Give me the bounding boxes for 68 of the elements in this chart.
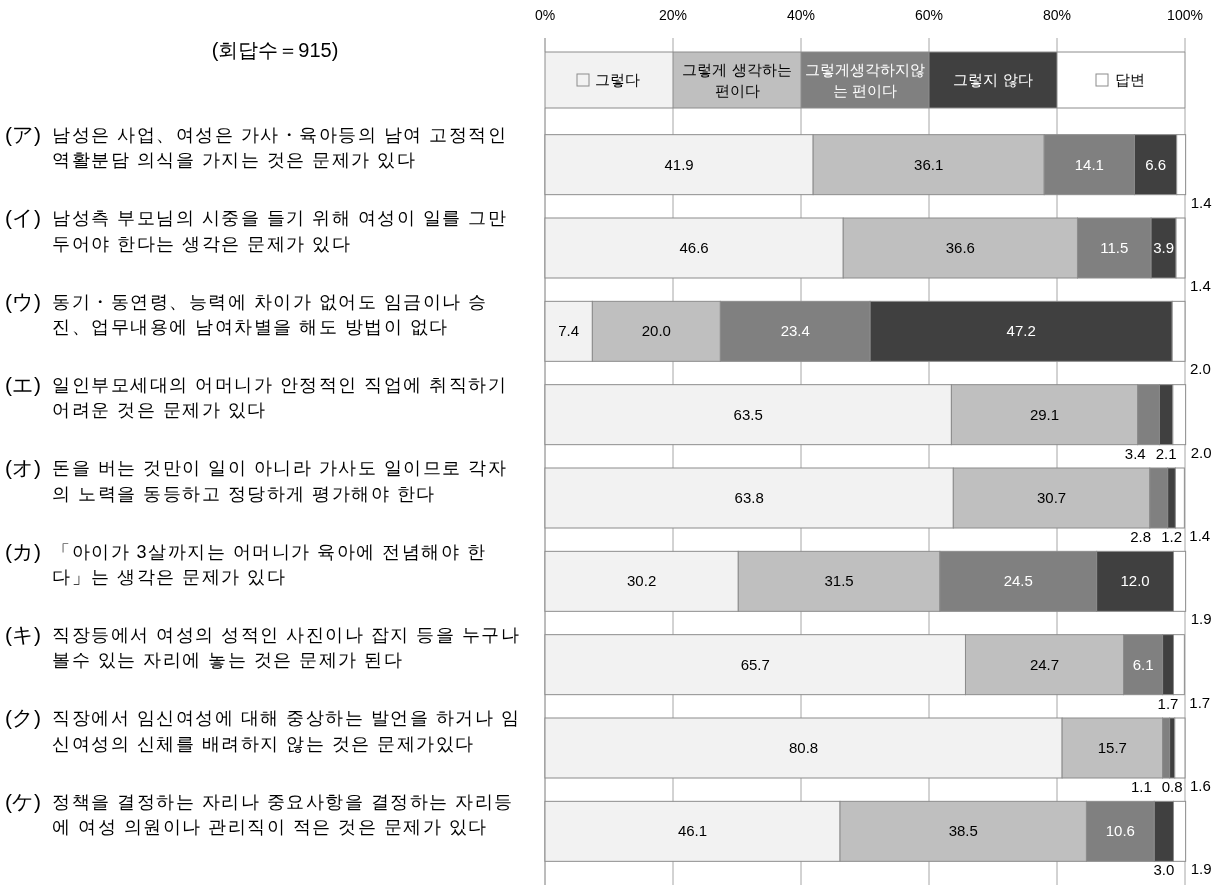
y-tick-label: (キ) 직장등에서 여성의 성적인 사진이나 잡지 등을 누구나 볼수 있는 자리에 놓는 것은 문제가 된다 [5,622,521,671]
data-label: 12.0 [1120,572,1150,590]
legend-item: 그렇게생각하지않는 편이다 [801,52,929,108]
data-label: 30.7 [1036,489,1067,506]
text: (회답수＝915) [211,39,339,61]
x-tick-label: 100% [1167,7,1203,23]
data-label: 2.0 [1190,360,1211,378]
x-tick-label: 80% [1042,7,1072,23]
data-label: 31.5 [824,572,854,590]
y-tick-label: (イ) 남성측 부모님의 시중을 들기 위해 여성이 일를 그만 두어야 한다는 생각은 문제가 있다 [5,206,508,254]
data-label: 3.9 [1153,239,1174,256]
data-label: 80.8 [788,739,819,756]
data-label: 41.9 [664,155,694,173]
legend-item: 그렇다 [545,52,673,108]
x-tick-label: 60% [914,7,944,23]
data-label: 1.4 [1190,193,1212,211]
y-tick-label: (ウ) 동기・동연령、능력에 차이가 없어도 임금이나 승진、업무내용에 남여차별을 해도 방법이 없다 [5,289,488,338]
data-label: 24.5 [1003,572,1033,590]
y-tick-label: (オ) 돈을 버는 것만이 일이 아니라 가사도 일이므로 각자의 노력을 동등하고 정당하게 평가해야 한다 [5,456,508,504]
data-label: 2.0 [1190,443,1212,461]
y-tick-label: (ア) 남성은 사업、여성은 가사・육아등의 남여 고정적인 역활분담 의식을 가지는 것은 문제가 있다 [5,122,508,171]
y-tick-label: (ケ) 정책을 결정하는 자리나 중요사항을 결정하는 자리등에 여성 의원이나 관리직이 적은 것은 문제가 있다 [5,789,514,838]
data-label: 65.7 [740,655,770,673]
legend-item: 답변 [1095,71,1145,88]
data-label: 6.6 [1145,155,1166,173]
data-label: 1.7 [1189,693,1211,711]
data-label: 1.9 [1190,610,1212,628]
data-label: 1.4 [1189,527,1211,544]
x-tick-label: 20% [658,7,688,23]
data-label: 46.1 [677,822,708,840]
data-label: 46.6 [679,239,709,256]
data-label: 1.2 [1161,528,1182,545]
x-tick-label: 40% [786,7,816,23]
data-label: 1.9 [1190,860,1212,878]
data-label: 36.6 [945,239,975,256]
y-tick-label: (エ) 일인부모세대의 어머니가 안정적인 직업에 취직하기 어려운 것은 문제가 있다 [5,372,508,421]
legend-item: 그렇지 않다 [929,52,1057,108]
data-label: 63.5 [733,405,763,423]
data-label: 63.8 [734,489,764,506]
data-label: 23.4 [780,322,810,340]
data-label: 15.7 [1097,739,1127,756]
data-label: 1.7 [1157,694,1179,712]
data-label: 10.6 [1105,822,1135,840]
data-label: 1.1 [1130,778,1152,795]
legend-label: 그렇다 [595,71,640,88]
data-label: 36.1 [914,155,944,173]
data-label: 24.7 [1029,655,1060,673]
y-tick-label: (ク) 직장에서 임신여성에 대해 중상하는 발언을 하거나 임신여성의 신체를 배려하지 않는 것은 문제가있다 [5,706,521,754]
data-label: 1.4 [1190,277,1211,294]
data-label: 2.8 [1130,528,1152,545]
data-label: 14.1 [1074,155,1104,173]
data-label: 7.4 [558,322,580,340]
data-label: 2.1 [1155,444,1177,462]
data-label: 47.2 [1006,322,1036,340]
legend-label: 그렇지 않다 [953,71,1033,88]
data-label: 6.1 [1132,655,1154,673]
data-label: 38.5 [948,822,978,840]
y-tick-label: (カ) 「아이가 3살까지는 어머니가 육아에 전념해야 한다」는 생각은 문제가 있다 [5,539,487,588]
data-label: 1.6 [1190,777,1211,794]
legend-label: 답변 [1114,71,1145,88]
data-label: 20.0 [641,322,671,340]
data-label: 11.5 [1100,239,1129,256]
data-label: 29.1 [1029,405,1060,423]
data-label: 0.8 [1161,778,1183,795]
data-label: 3.0 [1153,861,1175,879]
x-tick-label: 0% [534,7,556,23]
data-label: 3.4 [1124,444,1146,462]
data-label: 30.2 [627,572,657,590]
